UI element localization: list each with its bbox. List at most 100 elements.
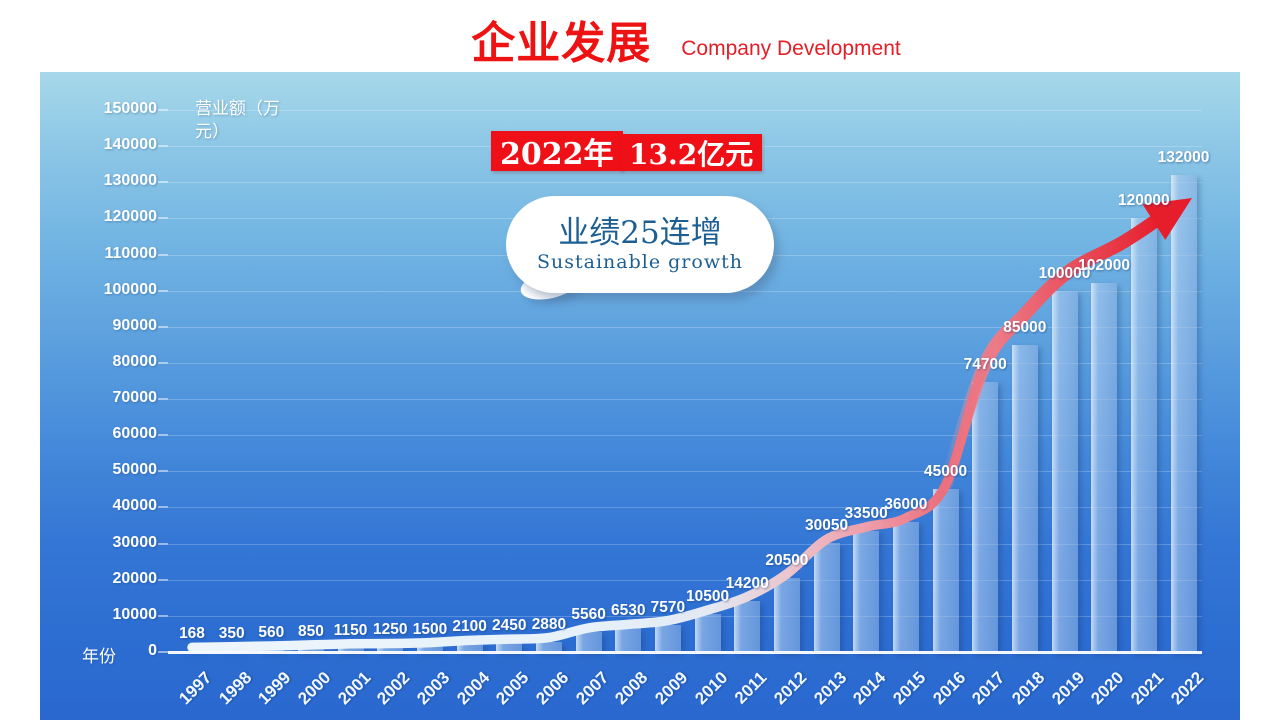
bar bbox=[1170, 175, 1197, 652]
y-tick-label: 120000 bbox=[103, 208, 157, 226]
bar bbox=[258, 649, 285, 652]
year-badge: 2022年 bbox=[491, 131, 623, 172]
gridline bbox=[168, 326, 1202, 328]
bar bbox=[734, 600, 761, 652]
y-tick-label: 130000 bbox=[103, 172, 157, 190]
y-tick-label: 60000 bbox=[112, 425, 158, 443]
bar bbox=[1011, 344, 1038, 652]
y-tick-label: 10000 bbox=[112, 605, 158, 623]
bar-value-label: 85000 bbox=[1003, 318, 1047, 336]
y-tick-mark bbox=[158, 181, 168, 184]
gridline bbox=[168, 110, 1202, 111]
y-tick-label: 140000 bbox=[103, 136, 157, 154]
bar-value-label: 120000 bbox=[1117, 192, 1170, 210]
bar bbox=[416, 646, 443, 652]
y-tick-label: 30000 bbox=[112, 533, 158, 551]
y-tick-label: 70000 bbox=[112, 389, 158, 407]
bar-value-label: 100000 bbox=[1038, 264, 1091, 282]
bar bbox=[1130, 218, 1157, 652]
bar bbox=[297, 648, 324, 652]
y-tick-label: 90000 bbox=[112, 316, 158, 334]
gridline bbox=[168, 471, 1202, 473]
bar-value-label: 10500 bbox=[686, 588, 730, 606]
bar bbox=[535, 641, 562, 652]
bar-value-label: 45000 bbox=[923, 463, 968, 481]
speech-bubble: 业绩25连增 Sustainable growth bbox=[506, 196, 774, 293]
y-tick-mark bbox=[158, 145, 168, 148]
y-tick-mark bbox=[158, 651, 168, 653]
bar bbox=[773, 577, 800, 652]
bar bbox=[456, 644, 483, 652]
gridline bbox=[168, 543, 1202, 545]
y-tick-mark bbox=[158, 289, 168, 292]
bar-value-label: 102000 bbox=[1078, 257, 1131, 275]
bar bbox=[694, 614, 721, 652]
bar bbox=[853, 530, 880, 652]
bar bbox=[1051, 290, 1078, 652]
bar bbox=[654, 624, 681, 652]
bar-value-label: 36000 bbox=[884, 495, 928, 513]
page-title: 企业发展 bbox=[471, 18, 652, 68]
bar bbox=[377, 647, 404, 652]
y-tick-label: 150000 bbox=[103, 100, 157, 117]
growth-arrow-shaft bbox=[938, 215, 1161, 493]
y-tick-label: 40000 bbox=[112, 497, 158, 515]
gridline bbox=[168, 579, 1202, 581]
y-tick-mark bbox=[158, 398, 168, 401]
bar bbox=[813, 543, 840, 652]
y-tick-mark bbox=[158, 217, 168, 220]
bar-value-label: 2100 bbox=[452, 618, 487, 636]
amount-badge: 13.2亿元 bbox=[620, 134, 763, 171]
y-tick-label: 50000 bbox=[112, 461, 158, 479]
bar-value-label: 2450 bbox=[492, 617, 527, 635]
bar-value-label: 1150 bbox=[333, 621, 368, 639]
bar-value-label: 168 bbox=[179, 625, 205, 643]
y-tick-label: 0 bbox=[148, 642, 157, 659]
bar-value-label: 2880 bbox=[531, 615, 567, 633]
y-tick-mark bbox=[158, 325, 168, 328]
bar bbox=[615, 628, 642, 652]
bubble-headline: 业绩25连增 bbox=[558, 214, 722, 251]
bar-value-label: 1500 bbox=[412, 620, 448, 638]
bar bbox=[932, 489, 959, 652]
bar-value-label: 132000 bbox=[1157, 149, 1210, 167]
bar-value-label: 30050 bbox=[804, 517, 849, 535]
y-tick-mark bbox=[158, 578, 168, 581]
y-tick-label: 80000 bbox=[112, 352, 158, 370]
bar-value-label: 1250 bbox=[373, 621, 408, 639]
y-tick-mark bbox=[158, 253, 168, 256]
y-tick-mark bbox=[158, 506, 168, 509]
bubble-subline: Sustainable growth bbox=[537, 251, 743, 274]
bar-value-label: 74700 bbox=[963, 356, 1007, 374]
bar bbox=[575, 631, 602, 652]
y-tick-label: 20000 bbox=[112, 569, 158, 587]
gridline bbox=[168, 182, 1202, 184]
bar-value-label: 6530 bbox=[611, 602, 646, 620]
bar-value-label: 5560 bbox=[571, 605, 606, 623]
trend-line-layer bbox=[187, 198, 1192, 653]
y-tick-label: 100000 bbox=[103, 280, 157, 298]
gridline bbox=[168, 362, 1202, 364]
bar-value-label: 20500 bbox=[765, 551, 809, 569]
gridline bbox=[168, 507, 1202, 509]
bar-value-label: 33500 bbox=[844, 504, 888, 522]
x-axis-line bbox=[168, 651, 1202, 654]
gridline bbox=[168, 399, 1202, 401]
y-tick-mark bbox=[158, 434, 168, 437]
bar bbox=[1091, 283, 1118, 652]
bar bbox=[337, 647, 364, 652]
bar bbox=[892, 521, 919, 652]
bar-value-label: 350 bbox=[218, 624, 245, 642]
y-tick-mark bbox=[158, 470, 168, 473]
growth-arrow-head bbox=[1142, 198, 1192, 240]
bar-value-label: 14200 bbox=[725, 574, 769, 592]
y-tick-label: 110000 bbox=[104, 244, 157, 262]
y-tick-mark bbox=[158, 361, 168, 364]
y-axis-title: 营业额（万元） bbox=[195, 99, 280, 141]
y-tick-mark bbox=[158, 542, 168, 545]
y-tick-mark bbox=[158, 109, 168, 111]
bar bbox=[496, 643, 523, 652]
bar-value-label: 850 bbox=[298, 622, 324, 640]
bar-value-label: 7570 bbox=[650, 598, 686, 616]
